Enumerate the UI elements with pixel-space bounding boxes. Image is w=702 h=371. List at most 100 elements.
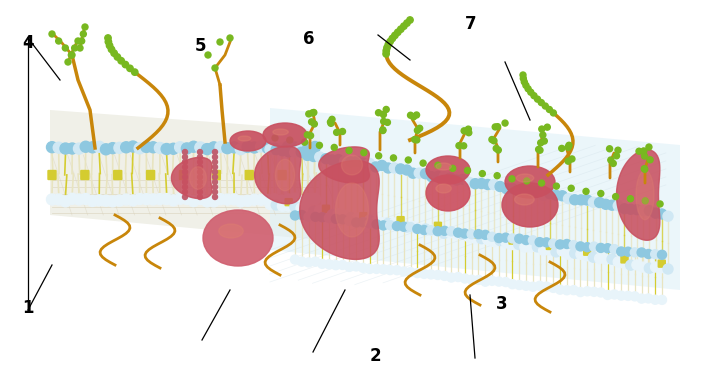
Circle shape	[568, 185, 574, 191]
Circle shape	[289, 193, 300, 204]
Circle shape	[489, 180, 499, 190]
Circle shape	[387, 38, 393, 45]
Circle shape	[576, 195, 586, 205]
Circle shape	[77, 45, 83, 51]
Circle shape	[555, 285, 564, 294]
Circle shape	[377, 218, 387, 228]
Circle shape	[377, 160, 387, 170]
Circle shape	[406, 17, 413, 23]
Circle shape	[420, 269, 429, 278]
Circle shape	[651, 262, 661, 272]
Circle shape	[514, 185, 524, 195]
Circle shape	[197, 180, 202, 184]
Circle shape	[439, 172, 449, 182]
Circle shape	[271, 200, 282, 210]
Circle shape	[371, 162, 380, 172]
Circle shape	[197, 170, 202, 174]
Circle shape	[213, 184, 218, 190]
Circle shape	[213, 194, 218, 200]
Circle shape	[522, 79, 527, 85]
Circle shape	[614, 153, 619, 159]
Circle shape	[269, 143, 280, 154]
Circle shape	[93, 141, 105, 152]
Circle shape	[569, 156, 575, 162]
Circle shape	[470, 233, 480, 243]
Circle shape	[385, 42, 392, 48]
Ellipse shape	[203, 210, 273, 266]
Ellipse shape	[505, 166, 555, 198]
Circle shape	[595, 253, 604, 263]
Circle shape	[481, 277, 490, 286]
Circle shape	[520, 72, 526, 78]
Circle shape	[451, 175, 461, 185]
Circle shape	[412, 137, 418, 142]
Circle shape	[539, 126, 545, 132]
Circle shape	[614, 201, 623, 211]
Circle shape	[114, 54, 121, 60]
Circle shape	[420, 169, 430, 179]
FancyBboxPatch shape	[245, 171, 253, 180]
Ellipse shape	[238, 136, 251, 141]
Circle shape	[411, 114, 416, 120]
Circle shape	[389, 35, 395, 42]
Circle shape	[80, 31, 86, 37]
Circle shape	[352, 262, 361, 271]
Polygon shape	[50, 110, 320, 240]
Circle shape	[420, 160, 426, 166]
Circle shape	[197, 160, 202, 164]
Circle shape	[508, 184, 517, 194]
Ellipse shape	[426, 175, 470, 211]
Circle shape	[392, 221, 402, 231]
Circle shape	[380, 112, 386, 118]
Circle shape	[331, 214, 340, 223]
Circle shape	[413, 112, 420, 118]
Circle shape	[229, 194, 239, 205]
Circle shape	[318, 259, 326, 268]
Text: 2: 2	[370, 347, 381, 365]
Circle shape	[458, 174, 468, 184]
Circle shape	[550, 110, 557, 116]
Circle shape	[327, 119, 333, 125]
Circle shape	[359, 218, 367, 227]
Polygon shape	[319, 147, 369, 183]
Circle shape	[338, 260, 347, 269]
Circle shape	[642, 153, 647, 159]
Circle shape	[79, 38, 85, 44]
Circle shape	[311, 109, 317, 115]
Circle shape	[426, 270, 435, 279]
Circle shape	[465, 126, 471, 132]
Circle shape	[397, 26, 404, 32]
Circle shape	[538, 180, 545, 186]
Circle shape	[625, 260, 636, 270]
Circle shape	[522, 281, 531, 290]
Circle shape	[82, 24, 88, 30]
Circle shape	[406, 267, 415, 277]
Circle shape	[118, 58, 124, 64]
Ellipse shape	[219, 224, 244, 238]
Circle shape	[364, 158, 374, 168]
Circle shape	[68, 52, 74, 58]
Circle shape	[520, 242, 530, 252]
Circle shape	[607, 254, 617, 264]
Circle shape	[161, 144, 172, 154]
Circle shape	[222, 194, 233, 205]
Circle shape	[641, 148, 647, 154]
FancyBboxPatch shape	[180, 171, 187, 180]
Circle shape	[304, 258, 313, 267]
Circle shape	[327, 210, 337, 220]
Circle shape	[333, 155, 343, 164]
Text: 4: 4	[22, 34, 34, 52]
Circle shape	[263, 194, 273, 206]
Circle shape	[408, 112, 413, 118]
Circle shape	[488, 232, 496, 241]
Circle shape	[583, 287, 592, 296]
Circle shape	[338, 215, 347, 224]
Circle shape	[188, 196, 199, 207]
Circle shape	[365, 219, 374, 228]
Circle shape	[371, 217, 380, 227]
Circle shape	[565, 158, 571, 164]
FancyBboxPatch shape	[285, 198, 292, 206]
Text: 5: 5	[194, 37, 206, 55]
Circle shape	[235, 144, 246, 155]
Circle shape	[614, 257, 623, 267]
